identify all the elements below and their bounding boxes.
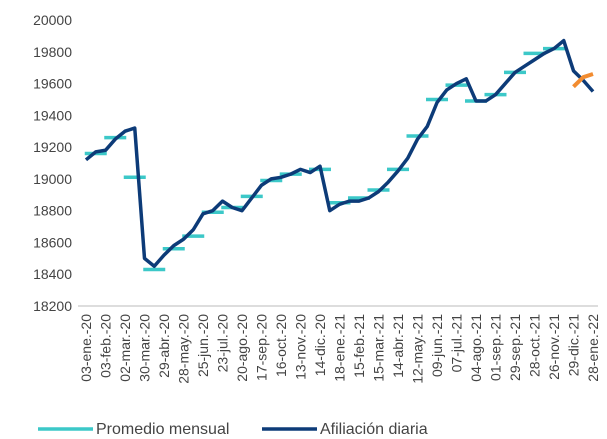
x-tick-label: 20-ago.-20 xyxy=(234,314,250,382)
y-tick-label: 18400 xyxy=(33,266,72,282)
y-tick-label: 19200 xyxy=(33,139,72,155)
x-tick-label: 01-sep.-21 xyxy=(488,314,504,381)
x-tick-label: 26-nov.-21 xyxy=(546,314,562,380)
x-tick-label: 14-abr.-21 xyxy=(390,314,406,378)
y-tick-label: 19400 xyxy=(33,107,72,123)
x-tick-label: 29-abr.-20 xyxy=(156,314,172,378)
x-tick-label: 14-dic.-20 xyxy=(312,314,328,376)
x-tick-label: 07-jul.-21 xyxy=(449,314,465,373)
x-tick-label: 04-ago.-21 xyxy=(468,314,484,382)
x-tick-label: 28-oct.-21 xyxy=(527,314,543,377)
x-tick-label: 12-may.-21 xyxy=(410,314,426,384)
y-tick-label: 18600 xyxy=(33,234,72,250)
x-tick-label: 03-feb.-20 xyxy=(98,314,114,378)
legend-label: Promedio mensual xyxy=(96,421,229,438)
x-tick-label: 29-sep.-21 xyxy=(507,314,523,381)
daily-line xyxy=(84,38,595,269)
y-tick-label: 20000 xyxy=(33,12,72,28)
x-tick-label: 28-may.-20 xyxy=(176,314,192,384)
y-tick-label: 18800 xyxy=(33,203,72,219)
y-tick-label: 18200 xyxy=(33,298,72,314)
x-tick-label: 09-jun.-21 xyxy=(429,314,445,377)
x-tick-label: 28-ene.-22 xyxy=(585,314,601,382)
x-tick-label: 16-oct.-20 xyxy=(273,314,289,377)
x-tick-label: 29-dic.-21 xyxy=(566,314,582,376)
x-tick-label: 03-ene.-20 xyxy=(78,314,94,382)
x-tick-label: 15-feb.-21 xyxy=(351,314,367,378)
legend-label: Afiliación diaria xyxy=(320,421,428,438)
x-tick-label: 18-ene.-21 xyxy=(332,314,348,382)
x-tick-label: 15-mar.-21 xyxy=(371,314,387,382)
x-tick-label: 13-nov.-20 xyxy=(293,314,309,380)
x-tick-label: 23-jul.-20 xyxy=(215,314,231,373)
x-tick-label: 30-mar.-20 xyxy=(137,314,153,382)
x-tick-label: 25-jun.-20 xyxy=(195,314,211,377)
highlight-line xyxy=(572,72,594,89)
x-tick-label: 17-sep.-20 xyxy=(254,314,270,381)
y-tick-label: 19800 xyxy=(33,44,72,60)
x-tick-label: 02-mar.-20 xyxy=(117,314,133,382)
y-tick-label: 19600 xyxy=(33,76,72,92)
y-tick-label: 19000 xyxy=(33,171,72,187)
